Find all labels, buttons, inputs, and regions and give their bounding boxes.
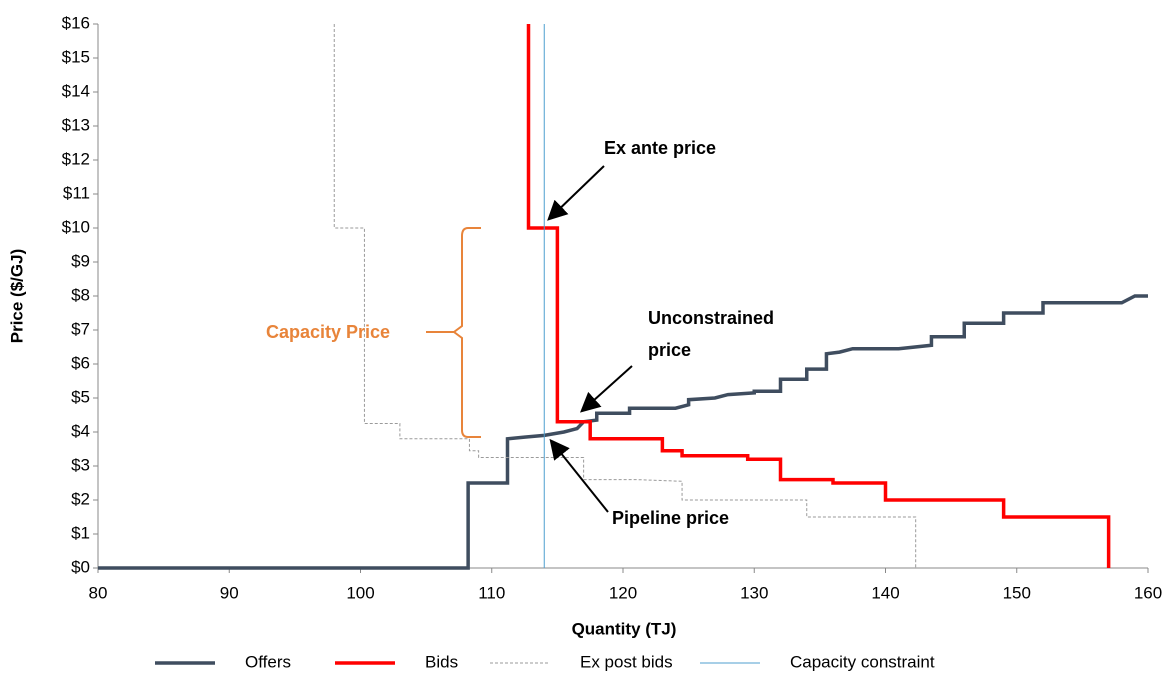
y-tick-label: $7 xyxy=(71,319,90,338)
x-tick-label: 160 xyxy=(1134,583,1162,602)
x-tick-label: 150 xyxy=(1003,583,1031,602)
y-tick-label: $1 xyxy=(71,523,90,542)
x-tick-label: 80 xyxy=(89,583,108,602)
y-tick-label: $10 xyxy=(62,217,90,236)
y-tick-label: $4 xyxy=(71,421,90,440)
bracket xyxy=(452,227,481,438)
y-tick-label: $3 xyxy=(71,455,90,474)
annotation-arrow xyxy=(549,438,609,513)
annotation: Capacity Price xyxy=(266,322,391,342)
y-tick-label: $11 xyxy=(63,183,90,202)
y-tick-label: $6 xyxy=(71,353,90,372)
y-tick-label: $2 xyxy=(71,489,90,508)
y-tick-label: $8 xyxy=(71,285,90,304)
legend-label: Capacity constraint xyxy=(790,652,935,671)
y-axis-title: Price ($/GJ) xyxy=(7,249,26,344)
x-tick-label: 100 xyxy=(346,583,374,602)
x-axis-title: Quantity (TJ) xyxy=(572,619,677,638)
x-tick-label: 110 xyxy=(478,583,505,602)
legend-label: Bids xyxy=(425,652,458,671)
annotation: Unconstrained price xyxy=(648,308,775,360)
y-tick-label: $13 xyxy=(62,115,90,134)
y-tick-label: $5 xyxy=(71,387,90,406)
annotation: Ex ante price xyxy=(604,138,717,158)
y-tick-label: $9 xyxy=(71,251,90,270)
series-line xyxy=(333,24,917,568)
x-tick-label: 140 xyxy=(871,583,899,602)
y-tick-label: $15 xyxy=(62,47,90,66)
y-tick-label: $12 xyxy=(62,149,90,168)
x-tick-label: 120 xyxy=(609,583,637,602)
x-tick-label: 130 xyxy=(740,583,768,602)
annotation: Pipeline price xyxy=(612,508,730,528)
series-line xyxy=(526,24,1111,568)
annotation-arrow xyxy=(547,165,605,221)
legend-label: Offers xyxy=(245,652,291,671)
annotation-arrow xyxy=(580,365,633,413)
y-tick-label: $16 xyxy=(62,13,90,32)
series-line xyxy=(98,294,1148,570)
legend-label: Ex post bids xyxy=(580,652,673,671)
x-tick-label: 90 xyxy=(220,583,239,602)
y-tick-label: $0 xyxy=(71,557,90,576)
y-tick-label: $14 xyxy=(62,81,90,100)
